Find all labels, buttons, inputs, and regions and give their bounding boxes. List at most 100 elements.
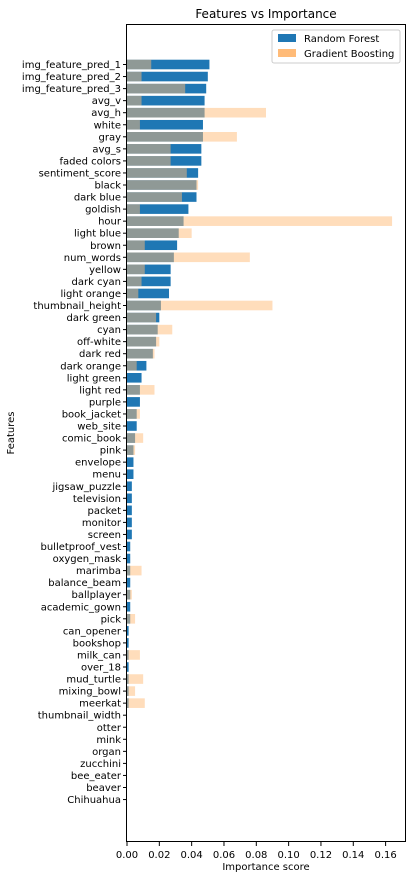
legend-box bbox=[271, 29, 401, 64]
y-tick-label-jigsaw-puzzle: jigsaw_puzzle bbox=[51, 482, 121, 493]
y-tick-label-goldish: goldish bbox=[85, 205, 121, 216]
bar-gradient-boosting-dark-orange bbox=[127, 360, 137, 371]
y-axis-label: Features bbox=[6, 412, 17, 455]
y-tick-label-img-feature-pred-3: img_feature_pred_3 bbox=[22, 84, 121, 95]
bar-random-forest-img-feature-pred-2 bbox=[127, 71, 208, 82]
y-tick-label-faded-colors: faded colors bbox=[59, 156, 121, 167]
bar-gradient-boosting-marimba bbox=[127, 565, 142, 576]
bar-random-forest-white bbox=[127, 119, 203, 130]
y-tick-label-bulletproof-vest: bulletproof_vest bbox=[40, 542, 121, 553]
bar-random-forest-goldish bbox=[127, 204, 189, 214]
bar-gradient-boosting-dark-green bbox=[127, 312, 157, 323]
bar-random-forest-dark-cyan bbox=[127, 276, 171, 287]
y-tick-label-monitor: monitor bbox=[82, 518, 122, 529]
y-tick-label-bee-eater: bee_eater bbox=[71, 771, 122, 782]
bar-gradient-boosting-gray bbox=[127, 132, 237, 142]
legend-label-random-forest: Random Forest bbox=[304, 34, 379, 45]
bar-gradient-boosting-pick bbox=[127, 614, 136, 624]
y-tick-label-num-words: num_words bbox=[64, 253, 121, 264]
y-tick-label-television: television bbox=[73, 494, 121, 505]
x-axis-label: Importance score bbox=[222, 862, 309, 873]
y-tick-label-ballplayer: ballplayer bbox=[72, 590, 122, 601]
bar-random-forest-television bbox=[127, 493, 132, 504]
bar-random-forest-packet bbox=[127, 505, 132, 516]
y-tick-label-organ: organ bbox=[92, 747, 121, 758]
x-tick-label-1: 0.02 bbox=[148, 850, 170, 861]
bar-random-forest-jigsaw-puzzle bbox=[127, 481, 132, 492]
bar-random-forest-menu bbox=[127, 469, 134, 479]
legend-swatch-random-forest bbox=[278, 34, 296, 42]
bar-random-forest-avg-v bbox=[127, 95, 205, 106]
y-tick-label-envelope: envelope bbox=[75, 458, 121, 469]
bar-random-forest-web-site bbox=[127, 421, 137, 431]
bar-gradient-boosting-avg-v bbox=[127, 95, 142, 106]
bar-gradient-boosting-book-jacket bbox=[127, 409, 140, 419]
bar-gradient-boosting-img-feature-pred-1 bbox=[127, 59, 152, 70]
y-tick-labels: img_feature_pred_1img_feature_pred_2img_… bbox=[22, 60, 127, 806]
x-tick-label-7: 0.14 bbox=[342, 850, 364, 861]
y-tick-label-dark-green: dark green bbox=[67, 313, 121, 324]
bar-gradient-boosting-mixing-bowl bbox=[127, 686, 136, 696]
bar-gradient-boosting-hour bbox=[127, 216, 393, 226]
y-tick-label-oxygen-mask: oxygen_mask bbox=[53, 554, 122, 565]
y-tick-label-academic-gown: academic_gown bbox=[41, 602, 121, 613]
y-tick-label-thumbnail-width: thumbnail_width bbox=[38, 711, 121, 722]
bar-random-forest-screen bbox=[127, 529, 132, 540]
y-tick-label-balance-beam: balance_beam bbox=[48, 578, 121, 589]
y-tick-label-img-feature-pred-1: img_feature_pred_1 bbox=[22, 60, 121, 71]
bar-random-forest-monitor bbox=[127, 517, 132, 528]
y-tick-label-dark-blue: dark blue bbox=[74, 193, 121, 204]
bar-gradient-boosting-avg-s bbox=[127, 144, 171, 154]
x-tick-label-8: 0.16 bbox=[374, 850, 396, 861]
bar-gradient-boosting-milk-can bbox=[127, 650, 140, 660]
bar-gradient-boosting-black bbox=[127, 180, 199, 190]
bar-gradient-boosting-meerkat bbox=[127, 698, 145, 708]
bar-random-forest-bulletproof-vest bbox=[127, 541, 131, 552]
bar-gradient-boosting-off-white bbox=[127, 336, 160, 347]
y-tick-label-meerkat: meerkat bbox=[79, 699, 121, 710]
bar-random-forest-envelope bbox=[127, 457, 134, 467]
bar-gradient-boosting-light-blue bbox=[127, 228, 192, 238]
bar-gradient-boosting-mud-turtle bbox=[127, 674, 144, 684]
bar-gradient-boosting-dark-blue bbox=[127, 192, 182, 202]
y-tick-label-bookshop: bookshop bbox=[73, 638, 121, 649]
y-tick-label-mink: mink bbox=[96, 735, 121, 746]
y-tick-label-book-jacket: book_jacket bbox=[62, 409, 121, 420]
bar-random-forest-light-orange bbox=[127, 288, 170, 299]
bar-random-forest-oxygen-mask bbox=[127, 553, 131, 564]
y-tick-label-mud-turtle: mud_turtle bbox=[66, 675, 121, 686]
y-tick-label-img-feature-pred-2: img_feature_pred_2 bbox=[22, 72, 121, 83]
y-tick-label-otter: otter bbox=[97, 723, 122, 734]
y-tick-label-light-red: light red bbox=[79, 385, 121, 396]
bar-gradient-boosting-img-feature-pred-2 bbox=[127, 71, 142, 82]
bar-random-forest-img-feature-pred-1 bbox=[127, 59, 210, 70]
bar-gradient-boosting-num-words bbox=[127, 252, 250, 263]
legend-label-gradient-boosting: Gradient Boosting bbox=[304, 49, 394, 60]
y-tick-label-avg-h: avg_h bbox=[91, 108, 121, 119]
y-tick-label-marimba: marimba bbox=[76, 566, 121, 577]
y-tick-label-menu: menu bbox=[92, 470, 121, 481]
y-tick-label-brown: brown bbox=[90, 241, 121, 252]
y-tick-label-hour: hour bbox=[98, 217, 122, 228]
y-tick-label-milk-can: milk_can bbox=[77, 650, 121, 661]
y-tick-label-light-green: light green bbox=[67, 373, 121, 384]
bar-random-forest-can-opener bbox=[127, 626, 129, 636]
y-tick-label-zucchini: zucchini bbox=[80, 759, 121, 770]
y-tick-label-pick: pick bbox=[101, 614, 122, 625]
y-tick-label-beaver: beaver bbox=[86, 783, 122, 794]
y-tick-label-dark-red: dark red bbox=[79, 349, 121, 360]
x-tick-label-3: 0.06 bbox=[213, 850, 235, 861]
y-tick-label-gray: gray bbox=[98, 132, 121, 143]
chart-title: Features vs Importance bbox=[195, 7, 336, 21]
bar-gradient-boosting-avg-h bbox=[127, 107, 266, 118]
bar-gradient-boosting-light-red bbox=[127, 385, 155, 395]
x-tick-label-2: 0.04 bbox=[181, 850, 203, 861]
bar-gradient-boosting-faded-colors bbox=[127, 156, 171, 166]
y-tick-label-white: white bbox=[94, 120, 121, 131]
y-tick-label-screen: screen bbox=[88, 530, 121, 541]
y-tick-label-dark-orange: dark orange bbox=[60, 361, 121, 372]
bar-gradient-boosting-comic-book bbox=[127, 433, 144, 443]
y-tick-label-comic-book: comic_book bbox=[62, 434, 121, 445]
bar-gradient-boosting-brown bbox=[127, 240, 145, 251]
